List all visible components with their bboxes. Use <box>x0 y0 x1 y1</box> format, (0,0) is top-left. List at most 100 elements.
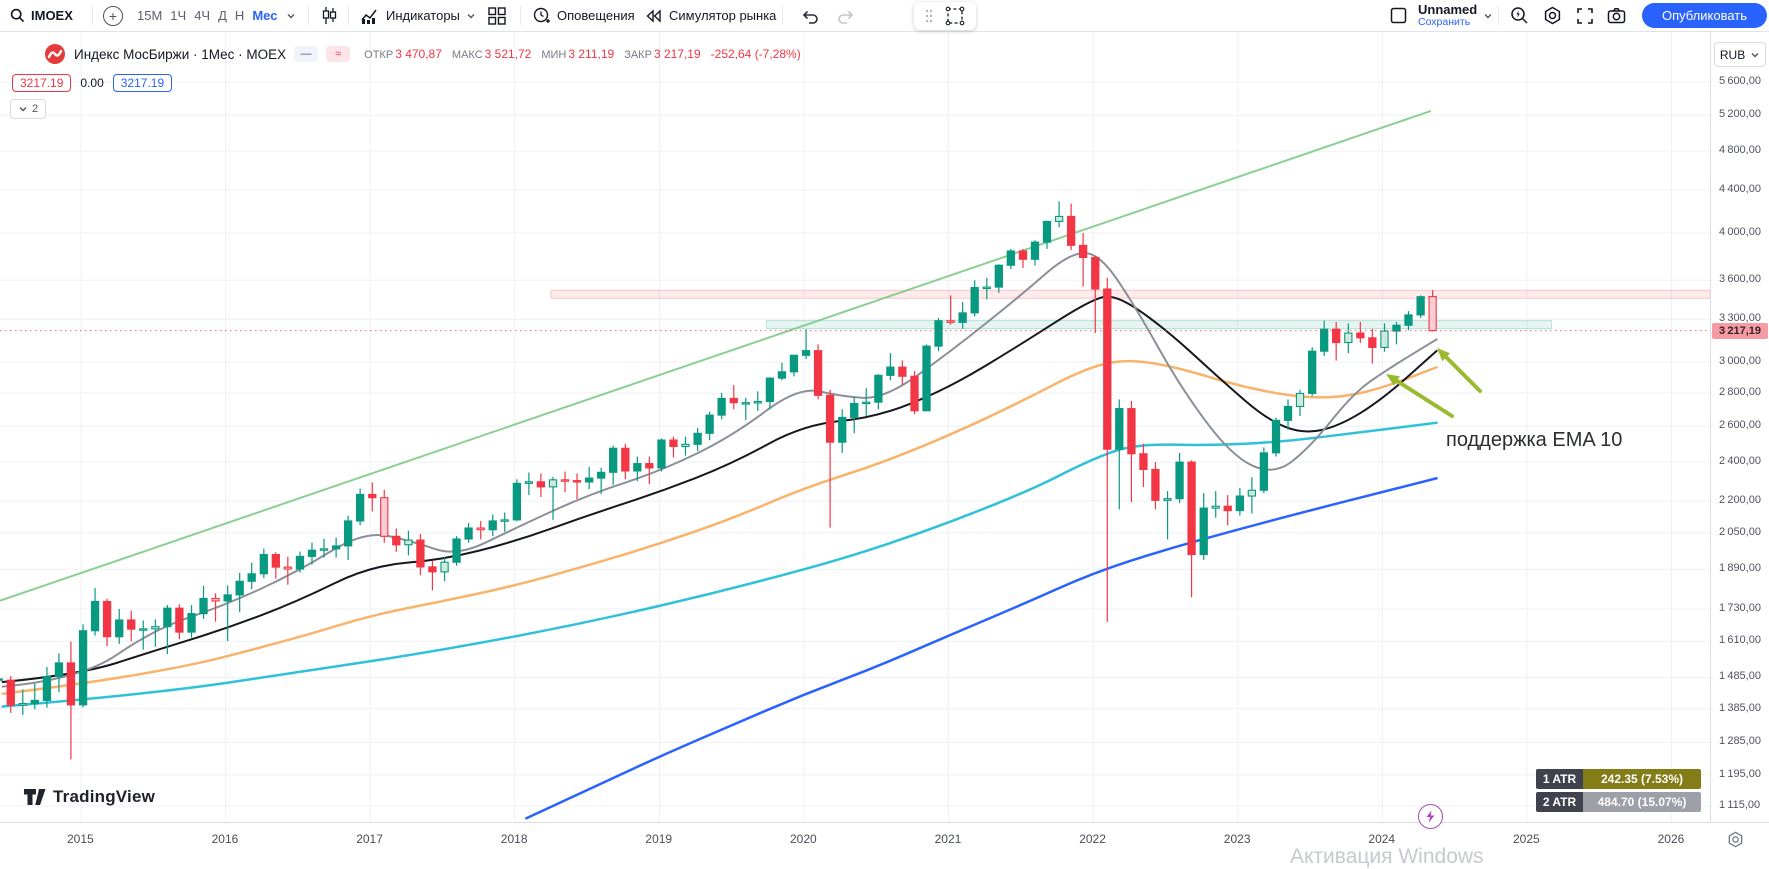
undo-button[interactable] <box>800 0 820 31</box>
candle[interactable] <box>392 528 401 552</box>
annotation-arrow[interactable] <box>1442 353 1482 393</box>
candle[interactable] <box>1259 447 1269 494</box>
candle[interactable] <box>464 523 473 543</box>
interval-button-Н[interactable]: Н <box>234 8 245 23</box>
candle[interactable] <box>1175 452 1184 504</box>
annotation-arrow[interactable] <box>1392 377 1454 418</box>
pane-legend[interactable]: Индекс МосБиржи · 1Мес · MOEX — ≈ ОТКР 3 … <box>44 43 801 65</box>
candle[interactable] <box>259 548 268 579</box>
candle[interactable] <box>1006 248 1015 270</box>
candle[interactable] <box>1368 328 1377 364</box>
floating-drawing-toolbar[interactable] <box>914 2 976 30</box>
candle[interactable] <box>42 666 52 708</box>
candle[interactable] <box>307 542 317 565</box>
candle[interactable] <box>934 317 943 352</box>
candle[interactable] <box>500 512 509 532</box>
candle[interactable] <box>1018 248 1028 268</box>
candle[interactable] <box>1223 495 1232 526</box>
candle[interactable] <box>1187 460 1196 598</box>
candle[interactable] <box>1295 389 1305 416</box>
interval-button-Д[interactable]: Д <box>218 8 227 23</box>
candle[interactable] <box>524 472 534 496</box>
candle[interactable] <box>211 593 220 622</box>
layout-name-save[interactable]: Unnamed Сохранить <box>1418 0 1493 31</box>
candle[interactable] <box>765 377 775 410</box>
candle[interactable] <box>741 397 750 421</box>
interval-button-15М[interactable]: 15М <box>137 8 163 23</box>
candle[interactable] <box>1054 201 1064 228</box>
candle[interactable] <box>6 675 15 713</box>
fullscreen-button[interactable] <box>1576 0 1594 31</box>
candle[interactable] <box>958 301 967 329</box>
candle[interactable] <box>1139 443 1148 488</box>
candle[interactable] <box>223 585 232 642</box>
candle[interactable] <box>1271 417 1281 457</box>
candle[interactable] <box>645 456 654 485</box>
candle[interactable] <box>1283 399 1293 430</box>
candle[interactable] <box>994 264 1003 293</box>
replay-button[interactable]: Симулятор рынка <box>645 0 776 31</box>
candle[interactable] <box>705 411 714 441</box>
price-axis[interactable]: RUB 3 217,19 5 600,00 5 200,00 4 800,00 4 4… <box>1710 31 1769 822</box>
candle[interactable] <box>874 374 883 410</box>
candle[interactable] <box>1199 493 1208 560</box>
candle[interactable] <box>1308 347 1317 397</box>
candle[interactable] <box>1416 295 1425 318</box>
approx-indicator-pill-icon[interactable]: ≈ <box>326 46 351 62</box>
candle[interactable] <box>633 456 642 482</box>
candle[interactable] <box>1151 462 1160 510</box>
candle[interactable] <box>115 608 124 644</box>
candle[interactable] <box>681 436 690 456</box>
layout-grid-button[interactable] <box>488 0 506 31</box>
candle[interactable] <box>946 295 955 325</box>
candle[interactable] <box>717 392 726 420</box>
trendline[interactable] <box>0 110 1432 602</box>
candle[interactable] <box>187 605 196 638</box>
candle[interactable] <box>90 588 100 636</box>
candle[interactable] <box>416 533 425 576</box>
candle[interactable] <box>476 520 485 540</box>
layout-select-button[interactable] <box>1390 0 1407 31</box>
candle[interactable] <box>319 538 329 558</box>
publish-button[interactable]: Опубликовать <box>1642 3 1768 28</box>
candle[interactable] <box>536 473 546 498</box>
candle[interactable] <box>127 610 136 642</box>
indicators-button[interactable]: Индикаторы <box>360 0 476 31</box>
currency-selector[interactable]: RUB <box>1714 42 1766 67</box>
price-level-pill-blue[interactable]: 3217.19 <box>112 74 173 92</box>
quick-search-button[interactable] <box>1510 0 1529 31</box>
candle[interactable] <box>801 329 811 360</box>
candle[interactable] <box>1030 240 1040 266</box>
candle[interactable] <box>693 427 702 452</box>
price-level-pill-red[interactable]: 3217.19 <box>12 74 72 92</box>
candle[interactable] <box>175 604 184 640</box>
candle[interactable] <box>1042 220 1052 249</box>
candle[interactable] <box>295 551 305 573</box>
collapse-indicators-button[interactable]: 2 <box>10 99 47 119</box>
interval-button-1Ч[interactable]: 1Ч <box>170 8 187 23</box>
chart-style-button[interactable] <box>320 0 339 31</box>
candle[interactable] <box>151 619 160 647</box>
candle[interactable] <box>283 556 292 585</box>
candle[interactable] <box>1320 320 1329 357</box>
ma-line-ema-10[interactable] <box>1 252 1438 688</box>
candle[interactable] <box>102 598 112 647</box>
candle[interactable] <box>78 624 88 708</box>
candle[interactable] <box>54 653 64 693</box>
candle[interactable] <box>1380 323 1389 352</box>
candle[interactable] <box>970 280 979 317</box>
candle[interactable] <box>1428 290 1437 332</box>
candle[interactable] <box>368 482 377 512</box>
axis-settings-gear-icon[interactable] <box>1727 831 1744 848</box>
candle[interactable] <box>488 514 497 537</box>
candle[interactable] <box>862 388 871 416</box>
candle[interactable] <box>850 396 859 434</box>
ma-line-ema-200[interactable] <box>525 477 1438 820</box>
candle[interactable] <box>1078 232 1088 287</box>
candle[interactable] <box>1103 277 1112 622</box>
candle[interactable] <box>355 488 365 526</box>
candle[interactable] <box>404 530 413 556</box>
candle[interactable] <box>813 344 823 400</box>
chart-annotation-text[interactable]: поддержка EMA 10 <box>1446 429 1623 451</box>
